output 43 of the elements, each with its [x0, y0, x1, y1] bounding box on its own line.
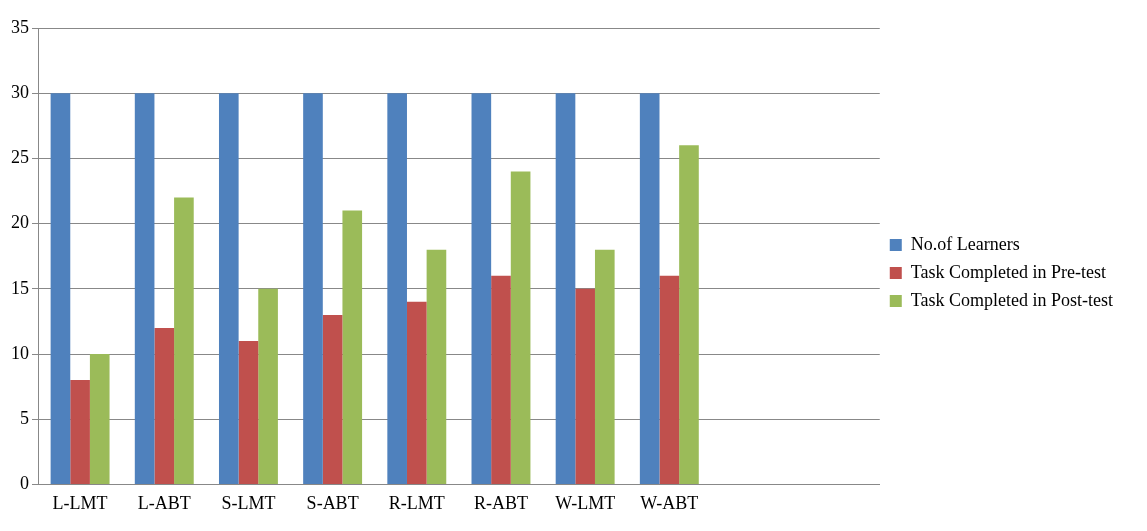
bar — [174, 197, 194, 484]
x-tick-label: W-ABT — [640, 492, 699, 513]
bar — [659, 275, 680, 484]
bar — [510, 171, 531, 484]
legend-label: Task Completed in Pre-test — [910, 261, 1106, 282]
bar — [639, 93, 660, 484]
x-tick-label: S-LMT — [221, 492, 276, 513]
bar — [594, 249, 615, 484]
y-tick-label: 30 — [11, 81, 29, 102]
x-tick-label: S-ABT — [306, 492, 359, 513]
bar — [555, 93, 576, 484]
y-tick-label: 20 — [11, 212, 29, 233]
bar — [154, 327, 175, 484]
x-tick-label: L-ABT — [137, 492, 191, 513]
y-tick-label: 35 — [11, 16, 29, 37]
bar — [218, 93, 239, 484]
x-tick-label: R-ABT — [473, 492, 528, 513]
bar — [491, 275, 511, 484]
bar — [387, 93, 407, 484]
y-tick-label: 5 — [20, 407, 29, 428]
bar — [134, 93, 155, 484]
bar — [342, 210, 363, 484]
bar — [575, 288, 595, 484]
bar — [679, 145, 699, 484]
bar — [322, 314, 343, 484]
bar — [70, 380, 90, 484]
bar — [426, 249, 447, 484]
y-tick-label: 10 — [11, 342, 29, 363]
bar — [238, 340, 259, 484]
x-tick-label: L-LMT — [52, 492, 108, 513]
bar — [406, 301, 427, 484]
legend-label: Task Completed in Post-test — [910, 289, 1114, 310]
bar — [258, 288, 278, 484]
y-tick-label: 15 — [11, 277, 29, 298]
bar — [471, 93, 492, 484]
x-tick-label: W-LMT — [555, 492, 616, 513]
y-tick-label: 0 — [20, 473, 29, 494]
bar — [303, 93, 323, 484]
x-tick-label: R-LMT — [388, 492, 445, 513]
bar — [50, 93, 71, 484]
legend-label: No.of Learners — [910, 233, 1020, 254]
y-tick-label: 25 — [11, 147, 29, 168]
bar — [89, 354, 110, 484]
